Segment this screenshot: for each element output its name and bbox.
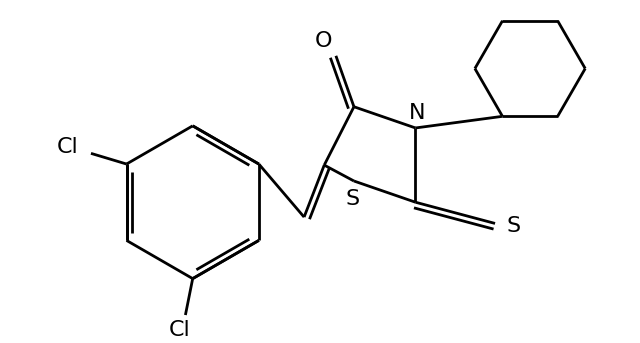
Text: Cl: Cl — [169, 320, 191, 340]
Text: N: N — [410, 103, 426, 123]
Text: S: S — [506, 215, 520, 236]
Text: Cl: Cl — [57, 137, 79, 157]
Text: O: O — [314, 31, 332, 51]
Text: S: S — [346, 189, 360, 209]
